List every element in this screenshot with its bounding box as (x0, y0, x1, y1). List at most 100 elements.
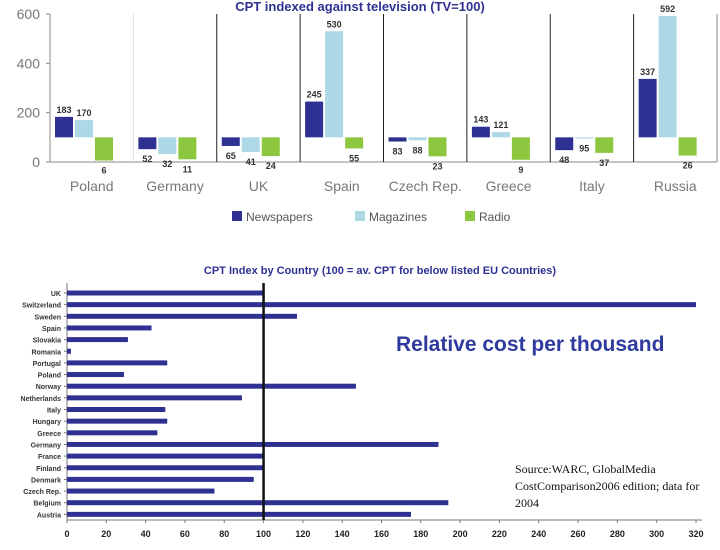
legend-swatch-newspapers (232, 211, 242, 221)
bar-magazines-greece (491, 132, 510, 138)
bar-radio-poland (95, 137, 113, 161)
bar-france (67, 453, 264, 459)
bar-magazines-italy (575, 137, 594, 139)
bar-finland (67, 465, 264, 471)
bar-uk (67, 290, 264, 296)
country-label-portugal: Portugal (33, 361, 61, 368)
bar-radio-czech-rep (428, 137, 447, 157)
country-label-netherlands: Netherlands (21, 396, 62, 403)
bar-magazines-czech-rep (408, 137, 427, 141)
bar-magazines-poland (75, 120, 93, 138)
bar-radio-greece (511, 137, 530, 160)
value-label-radio-russia: 26 (683, 161, 693, 171)
legend-swatch-radio (465, 211, 475, 221)
category-label-czech-rep: Czech Rep. (389, 178, 462, 194)
value-label-radio-czech-rep: 23 (432, 161, 442, 171)
bar-italy (67, 407, 166, 412)
bar-radio-italy (595, 137, 614, 153)
y-tick-label: 0 (32, 154, 40, 170)
value-label-radio-greece: 9 (518, 165, 523, 175)
bar-newspapers-czech-rep (388, 137, 407, 142)
country-label-slovakia: Slovakia (33, 338, 62, 345)
x-tick-label: 260 (571, 529, 586, 539)
value-label-newspapers-poland: 183 (56, 105, 71, 115)
x-tick-label: 320 (688, 529, 703, 539)
category-label-italy: Italy (579, 178, 605, 194)
country-label-poland: Poland (38, 373, 61, 380)
value-label-newspapers-spain: 245 (307, 90, 322, 100)
legend-label-newspapers: Newspapers (246, 210, 313, 224)
value-label-newspapers-greece: 143 (473, 115, 488, 125)
category-label-germany: Germany (146, 178, 204, 194)
country-label-norway: Norway (36, 384, 61, 391)
bar-austria (67, 511, 411, 517)
value-label-radio-uk: 24 (266, 161, 276, 171)
value-label-newspapers-germany: 52 (142, 154, 152, 164)
x-tick-label: 220 (492, 529, 507, 539)
country-label-denmark: Denmark (31, 477, 61, 484)
country-label-uk: UK (51, 291, 61, 298)
value-label-magazines-greece: 121 (493, 120, 508, 130)
relative-cost-caption: Relative cost per thousand (396, 333, 665, 356)
bar-belgium (67, 500, 449, 506)
value-label-magazines-spain: 530 (327, 19, 342, 29)
source-note: Source:WARC, GlobalMedia CostComparison2… (515, 462, 700, 510)
bar-netherlands (67, 395, 242, 401)
bar-magazines-uk (241, 137, 260, 152)
x-tick-label: 180 (413, 529, 428, 539)
legend-swatch-magazines (355, 211, 365, 221)
x-tick-label: 20 (101, 529, 111, 539)
bar-radio-russia (678, 137, 697, 156)
legend-label-magazines: Magazines (369, 210, 427, 224)
country-label-hungary: Hungary (33, 419, 62, 426)
y-tick-label: 400 (17, 55, 41, 71)
country-label-czech-rep: Czech Rep. (23, 489, 61, 496)
value-label-radio-spain: 55 (349, 153, 359, 163)
bar-newspapers-italy (555, 137, 574, 151)
value-label-newspapers-czech-rep: 83 (392, 147, 402, 157)
x-tick-label: 240 (531, 529, 546, 539)
bar-newspapers-germany (138, 137, 157, 150)
category-label-poland: Poland (70, 178, 114, 194)
bar-newspapers-poland (55, 116, 73, 138)
bar-greece (67, 430, 158, 436)
country-label-austria: Austria (37, 512, 61, 519)
bar-portugal (67, 360, 168, 366)
x-tick-label: 60 (180, 529, 190, 539)
bar-romania (67, 348, 71, 354)
x-tick-label: 100 (256, 529, 271, 539)
bar-spain (67, 325, 152, 331)
bar-radio-spain (345, 137, 364, 149)
country-label-greece: Greece (37, 431, 61, 438)
bar-newspapers-greece (471, 126, 490, 138)
value-label-newspapers-italy: 48 (559, 155, 569, 165)
bar-norway (67, 383, 356, 389)
value-label-radio-poland: 6 (101, 166, 106, 176)
bar-radio-germany (178, 137, 197, 160)
value-label-magazines-uk: 41 (246, 157, 256, 167)
x-tick-label: 280 (610, 529, 625, 539)
category-label-russia: Russia (654, 178, 697, 194)
value-label-magazines-italy: 95 (579, 144, 589, 154)
value-label-magazines-germany: 32 (162, 159, 172, 169)
bar-denmark (67, 476, 254, 482)
country-label-sweden: Sweden (35, 314, 61, 321)
bar-magazines-russia (658, 15, 677, 138)
chart-title: CPT indexed against television (TV=100) (235, 0, 485, 14)
value-label-magazines-russia: 592 (660, 4, 675, 14)
x-tick-label: 140 (335, 529, 350, 539)
bar-germany (67, 441, 439, 447)
value-label-radio-italy: 37 (599, 158, 609, 168)
y-tick-label: 200 (17, 105, 41, 121)
x-tick-label: 300 (649, 529, 664, 539)
country-label-italy: Italy (47, 408, 61, 415)
legend-label-radio: Radio (479, 210, 511, 224)
bar-newspapers-uk (221, 137, 240, 146)
bar-magazines-spain (325, 31, 344, 138)
value-label-newspapers-uk: 65 (226, 151, 236, 161)
country-label-romania: Romania (31, 349, 61, 356)
chart-title: CPT Index by Country (100 = av. CPT for … (204, 265, 556, 277)
bar-magazines-germany (158, 137, 177, 155)
category-label-uk: UK (249, 178, 269, 194)
